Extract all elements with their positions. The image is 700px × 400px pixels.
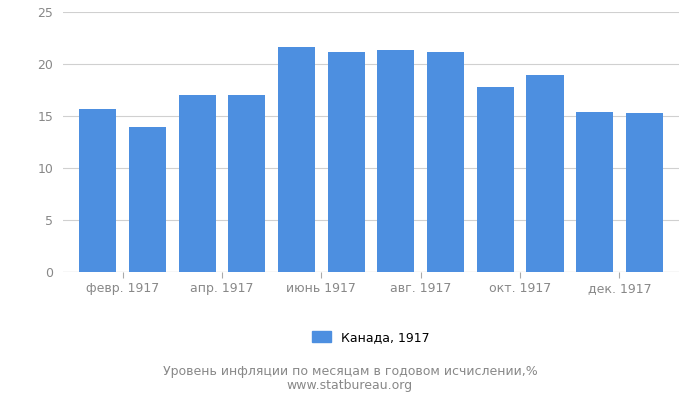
Text: www.statbureau.org: www.statbureau.org (287, 380, 413, 392)
Bar (178, 95, 216, 272)
Bar (129, 128, 166, 272)
Bar (576, 112, 613, 272)
Bar (79, 109, 116, 272)
Bar (228, 95, 265, 272)
Bar (377, 50, 414, 272)
Legend: Канада, 1917: Канада, 1917 (307, 326, 435, 349)
Bar (526, 76, 564, 272)
Text: Уровень инфляции по месяцам в годовом исчислении,%: Уровень инфляции по месяцам в годовом ис… (162, 366, 538, 378)
Bar (427, 52, 464, 272)
Bar (278, 47, 315, 272)
Bar (477, 87, 514, 272)
Bar (328, 52, 365, 272)
Bar (626, 113, 663, 272)
